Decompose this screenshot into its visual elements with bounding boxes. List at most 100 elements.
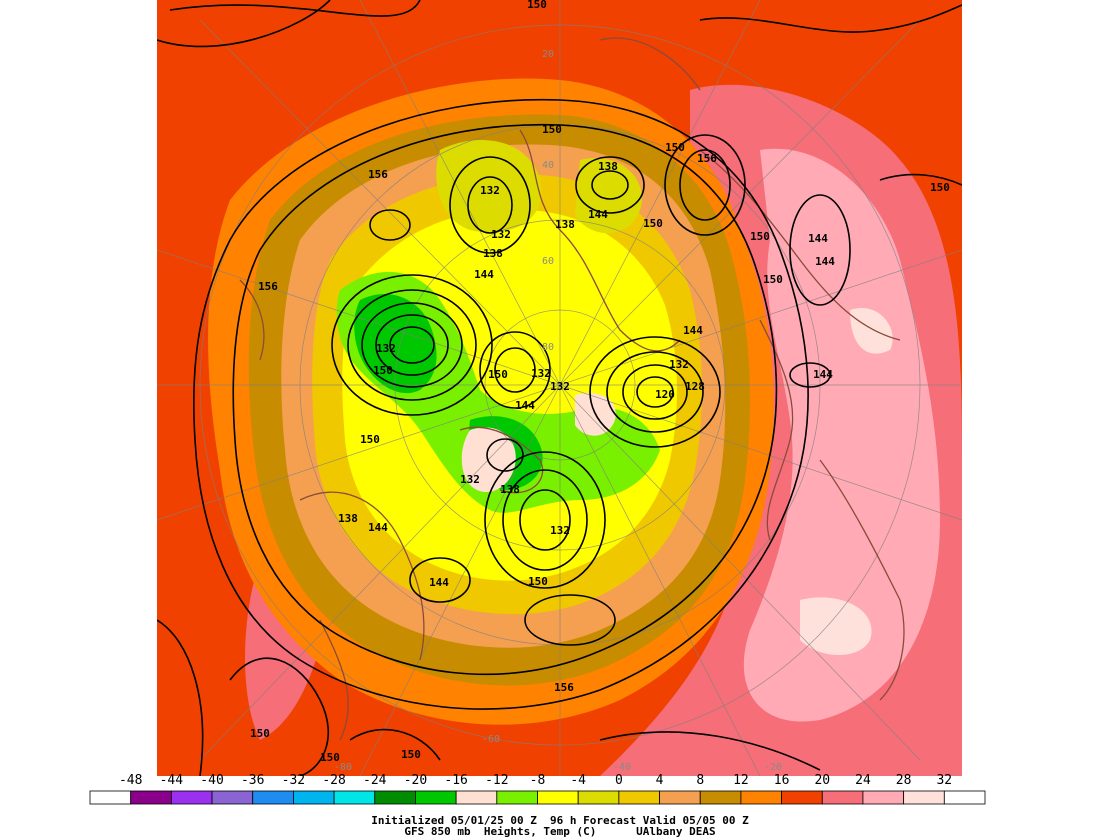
color-bar-swatch [821,790,864,805]
height-label: 132 [550,380,570,393]
color-bar-swatch [211,790,254,805]
color-bar-swatch [496,790,538,805]
height-label: 144 [808,232,828,245]
height-label: 144 [815,255,835,268]
grid-label: 40 [542,160,554,171]
color-bar-tick-label: 20 [814,773,830,788]
grid-labels: 20 40 60 80 -60 -40 -20 -80 [334,49,782,773]
height-label: 156 [697,152,717,165]
color-bar-tick-label: 8 [696,773,704,788]
height-label: 156 [258,280,278,293]
color-bar-tick-label: -12 [485,773,508,788]
color-bar-swatch [537,790,579,805]
height-label: 138 [338,512,358,525]
grid-label: 20 [542,49,554,60]
color-bar-tick-label: 0 [615,773,623,788]
color-bar-tick-label: -20 [404,773,427,788]
color-bar-tick-label: 28 [896,773,912,788]
height-label: 132 [531,367,551,380]
height-label: 156 [554,681,574,694]
height-label: 132 [376,342,396,355]
height-label: 150 [373,364,393,377]
color-bar [89,790,986,805]
color-bar-tick-label: -16 [444,773,467,788]
height-label: 144 [683,324,703,337]
color-bar-swatch [740,790,782,805]
height-label: 132 [480,184,500,197]
color-bar-swatch [903,790,945,805]
color-bar-swatch [943,790,986,805]
height-label: 150 [930,181,950,194]
height-label: 144 [474,268,494,281]
height-label: 150 [763,273,783,286]
height-label: 150 [527,0,547,11]
height-label: 132 [491,228,511,241]
height-label: 132 [550,524,570,537]
color-bar-swatch [862,790,905,805]
height-label: 150 [488,368,508,381]
grid-label: 60 [542,256,554,267]
color-bar-tick-label: -40 [200,773,223,788]
grid-label: -60 [482,734,500,745]
height-labels: 150 156 150 156 132 132 138 138 144 138 … [250,0,950,764]
color-bar-swatch [89,790,132,805]
height-label: 144 [429,576,449,589]
height-label: 150 [542,123,562,136]
color-bar-swatch [781,790,823,805]
color-bar-tick-label: -32 [282,773,305,788]
grid-label: -80 [334,762,352,773]
height-label: 144 [368,521,388,534]
height-label: 150 [528,575,548,588]
height-contours [157,0,962,776]
height-label: 132 [669,358,689,371]
height-label: 138 [483,247,503,260]
color-bar-tick-label: 32 [936,773,952,788]
coastlines [239,37,905,741]
color-bar-swatch [374,790,416,805]
color-bar-tick-label: 4 [656,773,664,788]
height-label: 138 [598,160,618,173]
height-label: 150 [360,433,380,446]
color-bar-swatch [699,790,742,805]
color-bar-ticks: -48 -44 -40 -36 -32 -28 -24 -20 -16 -12 -8 -4 0 4 8 12 1… [119,773,952,788]
color-bar-swatch [333,790,376,805]
color-bar-tick-label: 24 [855,773,871,788]
height-label: 144 [813,368,833,381]
color-bar-tick-label: -8 [530,773,546,788]
height-label: 150 [401,748,421,761]
height-label: 150 [643,217,663,230]
grid-label: -20 [764,762,782,773]
height-label: 150 [750,230,770,243]
height-label: 150 [665,141,685,154]
color-bar-swatch [618,790,660,805]
color-bar-tick-label: -24 [363,773,387,788]
height-label: 144 [515,399,535,412]
temp-region-palepink [800,308,893,655]
color-bar-swatch [293,790,335,805]
color-bar-swatch [659,790,701,805]
height-label: 144 [588,208,608,221]
color-bar-swatch [130,790,172,805]
color-bar-tick-label: -4 [570,773,586,788]
caption-product-source: GFS 850 mb Heights, Temp (C) UAlbany DEA… [404,825,716,838]
height-label: 156 [368,168,388,181]
color-bar-swatch [415,790,457,805]
height-label: 138 [555,218,575,231]
grid-label: -40 [613,762,631,773]
height-label: 150 [320,751,340,764]
color-bar-tick-label: -48 [119,773,142,788]
height-label: 120 [655,388,675,401]
temp-region-pale-center [461,392,616,493]
color-bar-swatch [170,790,213,805]
color-bar-swatch [455,790,498,805]
color-bar-tick-label: -28 [322,773,345,788]
grid-label: 80 [542,342,554,353]
color-bar-tick-label: -36 [241,773,264,788]
height-label: 138 [500,483,520,496]
height-label: 128 [685,380,705,393]
color-bar-tick-label: -44 [160,773,184,788]
color-bar-swatch [252,790,294,805]
temp-region-yellow-olive [436,140,642,234]
color-bar-tick-label: 12 [733,773,749,788]
